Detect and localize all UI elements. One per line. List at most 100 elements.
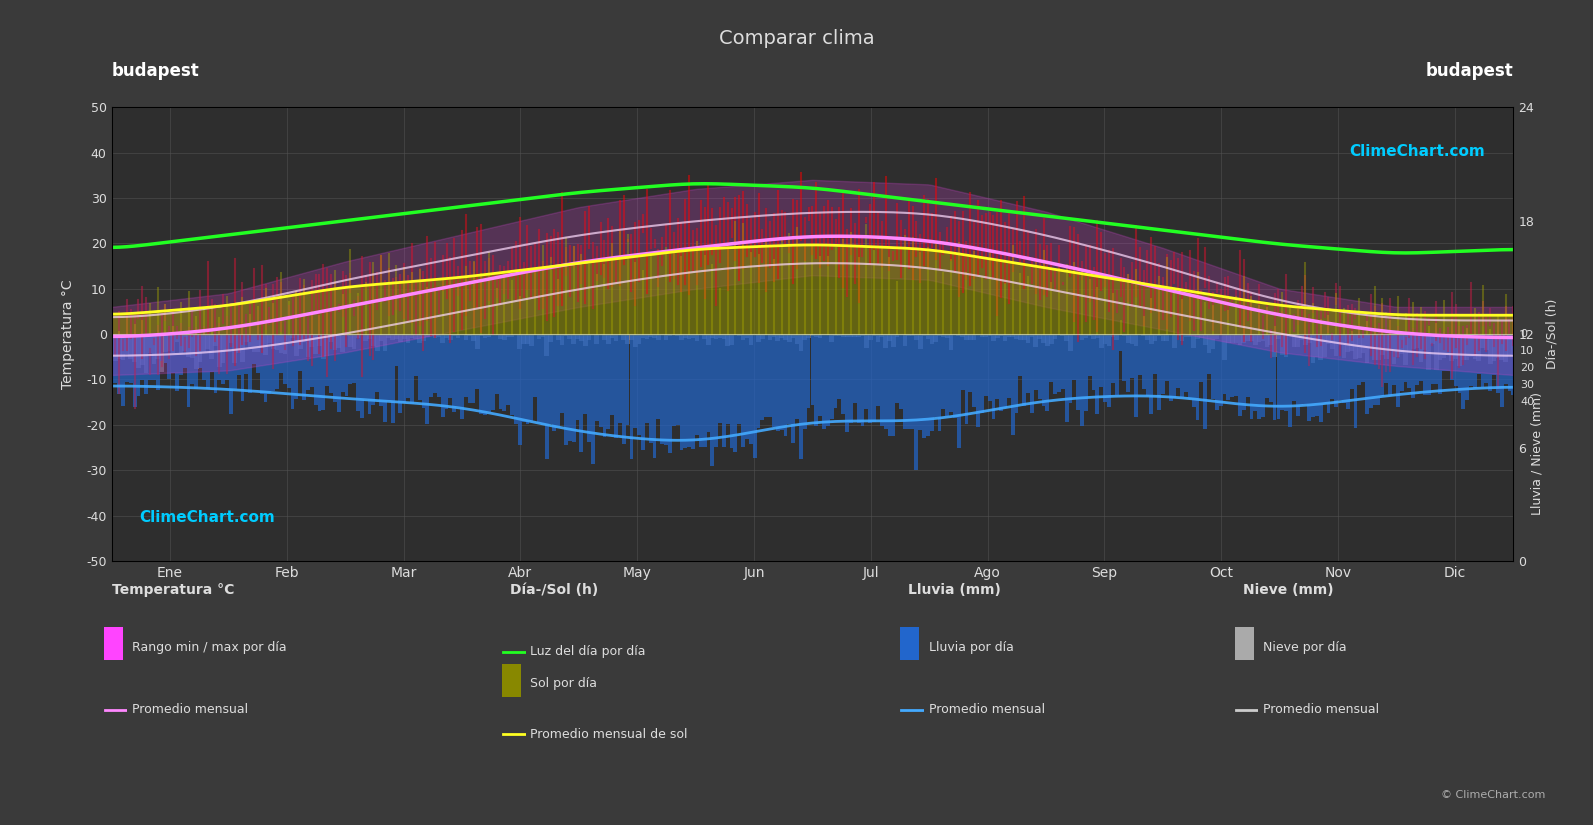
Bar: [910, 334, 914, 336]
Bar: [460, 334, 464, 419]
Bar: [352, 334, 357, 383]
Bar: [695, 334, 699, 436]
Bar: [371, 334, 376, 346]
Bar: [1115, 334, 1118, 340]
Bar: [287, 334, 290, 388]
Bar: [561, 334, 564, 413]
Bar: [1061, 334, 1064, 389]
Bar: [852, 334, 857, 403]
Bar: [806, 334, 811, 338]
Bar: [1029, 334, 1034, 337]
Bar: [448, 334, 452, 340]
Bar: [918, 334, 922, 430]
Bar: [1026, 334, 1031, 343]
Bar: [1034, 334, 1037, 390]
Bar: [1192, 334, 1196, 408]
Bar: [980, 334, 984, 337]
Bar: [398, 334, 403, 342]
Bar: [726, 334, 730, 424]
Bar: [575, 334, 580, 420]
Bar: [202, 334, 205, 380]
Bar: [183, 334, 186, 368]
Bar: [1219, 334, 1222, 406]
Bar: [132, 334, 137, 362]
Bar: [1450, 334, 1454, 380]
Bar: [618, 334, 623, 336]
Bar: [271, 334, 276, 349]
Bar: [857, 334, 860, 423]
Bar: [1134, 334, 1137, 417]
Bar: [841, 334, 846, 337]
Bar: [190, 334, 194, 358]
Bar: [1295, 334, 1300, 416]
Bar: [414, 334, 417, 338]
Bar: [1488, 334, 1493, 391]
Bar: [145, 334, 148, 394]
Bar: [417, 334, 422, 400]
Text: Lluvia por día: Lluvia por día: [929, 641, 1013, 654]
Bar: [911, 334, 914, 429]
Bar: [1349, 334, 1354, 351]
Bar: [879, 334, 884, 426]
Bar: [151, 334, 156, 364]
Bar: [263, 334, 268, 402]
Bar: [499, 334, 502, 409]
Bar: [237, 334, 241, 375]
Bar: [1037, 334, 1042, 398]
Bar: [1207, 334, 1211, 374]
Bar: [1469, 334, 1474, 386]
Bar: [868, 334, 871, 423]
Bar: [1485, 334, 1489, 350]
Bar: [1042, 334, 1045, 406]
Bar: [379, 334, 384, 341]
Bar: [1180, 334, 1184, 398]
Bar: [210, 334, 213, 372]
Bar: [301, 334, 306, 342]
Bar: [969, 334, 973, 340]
Bar: [846, 334, 849, 431]
Bar: [121, 334, 124, 406]
Bar: [268, 334, 271, 394]
Bar: [194, 334, 198, 389]
Bar: [1427, 334, 1431, 394]
Bar: [1453, 334, 1458, 359]
Bar: [999, 334, 1004, 411]
Bar: [841, 334, 846, 414]
Bar: [1454, 334, 1458, 386]
Bar: [1254, 334, 1257, 412]
Bar: [290, 334, 295, 408]
Bar: [1450, 334, 1454, 361]
Bar: [333, 334, 338, 351]
Bar: [792, 334, 795, 443]
Bar: [683, 334, 687, 448]
Bar: [236, 334, 241, 353]
Bar: [241, 334, 244, 401]
Bar: [825, 334, 830, 335]
Bar: [1061, 334, 1066, 337]
Bar: [360, 334, 363, 418]
Bar: [225, 334, 229, 380]
Bar: [191, 334, 194, 384]
Bar: [429, 334, 433, 397]
Bar: [414, 334, 417, 376]
Bar: [988, 334, 992, 337]
Bar: [632, 334, 637, 347]
Bar: [918, 334, 922, 349]
Bar: [1018, 334, 1023, 341]
Bar: [1365, 334, 1370, 363]
Bar: [317, 334, 322, 411]
Bar: [613, 334, 618, 342]
Text: Promedio mensual: Promedio mensual: [929, 703, 1045, 716]
Bar: [1300, 334, 1303, 340]
Y-axis label: Día-/Sol (h): Día-/Sol (h): [1545, 299, 1558, 370]
Bar: [996, 334, 999, 337]
Bar: [988, 334, 991, 401]
Bar: [1279, 334, 1284, 356]
Bar: [279, 334, 284, 352]
Bar: [1200, 334, 1203, 383]
Bar: [629, 334, 634, 341]
Bar: [706, 334, 710, 346]
Bar: [1118, 334, 1123, 351]
Text: ClimeChart.com: ClimeChart.com: [1349, 144, 1485, 158]
Bar: [580, 334, 583, 452]
